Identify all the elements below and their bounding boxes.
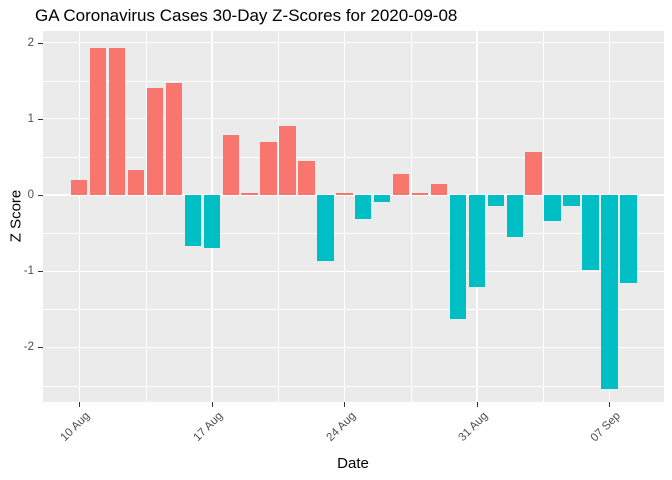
gridline-major-h [43, 41, 664, 44]
bar-2020-09-04 [544, 195, 561, 221]
x-tick-label: 17 Aug [191, 410, 226, 444]
bar-2020-08-27 [392, 173, 410, 195]
gridline-major-h [43, 194, 664, 196]
bar-2020-08-14 [146, 87, 164, 195]
y-tick-mark [38, 42, 43, 44]
bar-2020-09-08 [620, 195, 637, 283]
y-tick-label: -1 [23, 265, 34, 278]
bar-2020-09-06 [582, 195, 599, 270]
x-tick-label: 07 Sep [588, 410, 623, 445]
gridline-minor-h [43, 156, 664, 158]
x-tick-mark [211, 402, 213, 407]
gridline-major-h [43, 346, 664, 349]
bar-2020-08-21 [279, 126, 296, 195]
gridline-major-h [43, 270, 664, 272]
plot-panel [43, 31, 664, 402]
bar-2020-09-01 [487, 195, 505, 206]
bar-2020-08-26 [374, 195, 391, 202]
bar-2020-08-15 [165, 82, 183, 195]
bar-2020-08-18 [222, 134, 239, 195]
bar-2020-08-23 [317, 195, 334, 261]
gridline-minor-v [410, 31, 412, 402]
bar-2020-08-24 [336, 193, 353, 195]
y-tick-mark [38, 347, 43, 349]
x-tick-label: 24 Aug [324, 410, 358, 444]
x-tick-mark [476, 402, 478, 407]
chart-title: GA Coronavirus Cases 30-Day Z-Scores for… [35, 6, 458, 25]
y-tick-label: 2 [27, 36, 34, 49]
bar-2020-08-28 [411, 193, 429, 195]
x-tick-mark [609, 402, 611, 407]
bar-2020-08-25 [355, 195, 372, 219]
bar-2020-08-22 [298, 160, 315, 195]
bar-2020-08-11 [90, 47, 107, 195]
bar-2020-08-13 [127, 169, 145, 195]
bar-2020-08-29 [430, 184, 448, 195]
bar-2020-08-12 [108, 47, 126, 195]
y-tick-label: 0 [27, 189, 34, 201]
gridline-minor-h [43, 309, 664, 311]
gridline-major-v [343, 31, 346, 402]
bar-2020-09-03 [525, 152, 542, 195]
gridline-minor-h [43, 233, 664, 234]
bar-2020-08-17 [203, 195, 221, 249]
gridline-minor-h [43, 80, 664, 82]
y-tick-label: -2 [23, 341, 34, 354]
gridline-minor-v [543, 31, 544, 402]
bar-2020-08-31 [468, 195, 486, 288]
gridline-major-v [78, 31, 80, 402]
bar-2020-08-20 [260, 141, 277, 195]
bar-2020-09-05 [563, 195, 580, 206]
x-tick-mark [344, 402, 346, 407]
x-axis-title: Date [337, 455, 369, 472]
bar-2020-08-19 [241, 192, 258, 195]
x-tick-label: 10 Aug [58, 410, 93, 444]
y-tick-mark [38, 195, 43, 196]
bar-2020-09-07 [601, 195, 618, 390]
bar-2020-08-16 [184, 195, 202, 247]
gridline-major-h [43, 118, 664, 120]
gridline-minor-h [43, 385, 664, 387]
y-tick-label: 1 [27, 112, 34, 125]
bar-2020-08-30 [449, 195, 467, 320]
x-tick-label: 31 Aug [456, 410, 491, 444]
bar-2020-08-10 [71, 179, 88, 195]
y-tick-mark [38, 271, 43, 273]
gridline-minor-v [145, 31, 147, 402]
bar-2020-09-02 [506, 195, 523, 237]
y-tick-mark [38, 118, 43, 120]
x-tick-mark [79, 402, 81, 407]
gridline-minor-v [278, 31, 279, 402]
